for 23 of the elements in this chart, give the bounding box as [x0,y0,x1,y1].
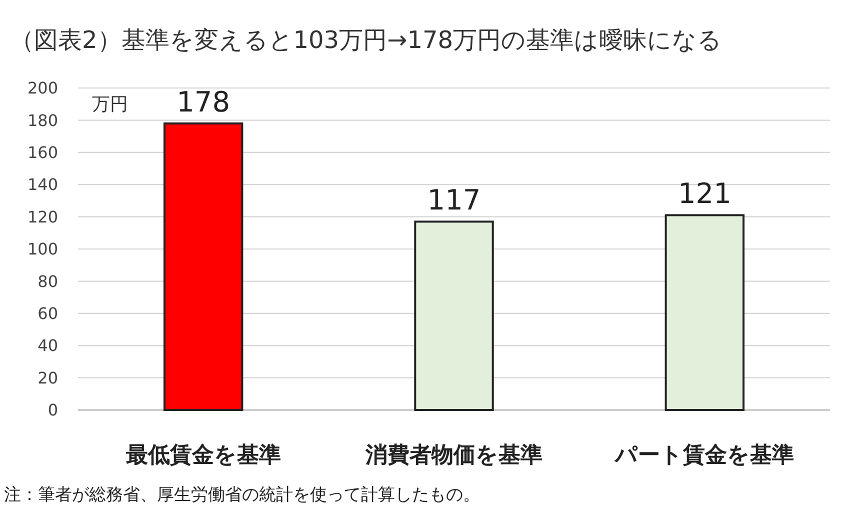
bar [414,220,494,411]
y-tick-label: 80 [38,272,58,291]
x-tick-label: 最低賃金を基準 [124,443,281,468]
y-tick-label: 120 [27,207,58,226]
y-tick-label: 140 [27,175,58,194]
y-tick-label: 100 [27,240,58,259]
data-label: 117 [427,184,481,217]
bar [163,122,244,411]
y-tick-label: 20 [38,368,58,388]
y-tick-label: 180 [27,110,58,130]
x-tick-label: パート賃金を基準 [614,443,794,468]
chart-title: （図表2）基準を変えると103万円→178万円の基準は曖昧になる [10,26,722,54]
bar [664,214,745,411]
y-axis-title: 万円 [92,94,128,115]
y-tick-label: 0 [48,400,58,420]
y-tick-label: 160 [27,143,58,162]
y-tick-label: 200 [27,78,58,98]
data-label: 178 [176,85,230,118]
y-tick-label: 40 [38,336,58,356]
y-tick-label: 60 [38,304,58,323]
data-label: 121 [678,177,732,210]
text: 注：筆者が総務省、厚生労働省の統計を使って計算したもの。 [4,485,480,505]
x-tick-label: 消費者物価を基準 [364,443,542,468]
